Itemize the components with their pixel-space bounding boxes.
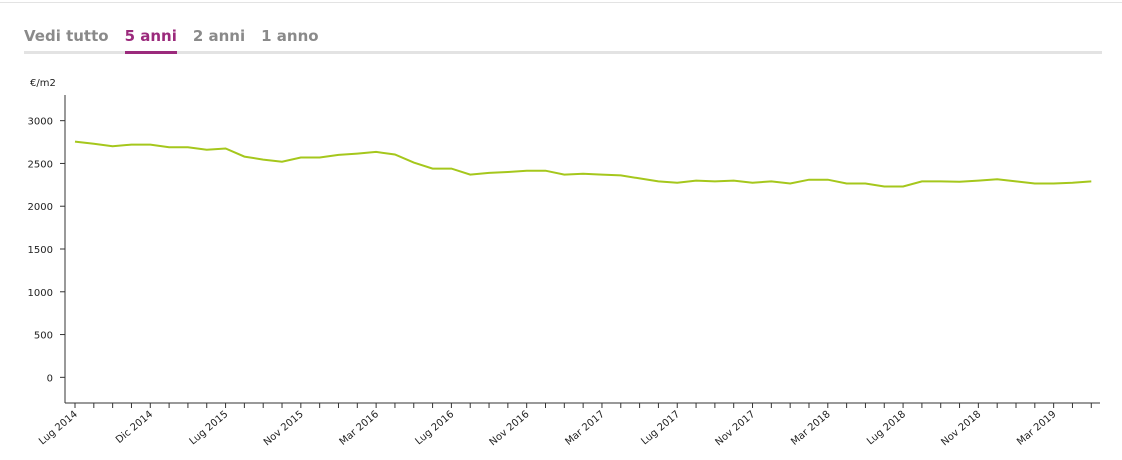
x-tick-label: Dic 2014 bbox=[114, 409, 155, 446]
y-tick-label: 0 bbox=[47, 373, 53, 384]
x-tick-label: Nov 2017 bbox=[713, 409, 757, 448]
y-axis-label: €/m2 bbox=[30, 78, 56, 89]
x-tick-label: Mar 2018 bbox=[789, 409, 832, 448]
tab[interactable]: Vedi tutto bbox=[24, 27, 109, 45]
tab[interactable]: 2 anni bbox=[192, 27, 246, 45]
data-line bbox=[74, 140, 1092, 188]
x-tick-label: Mar 2017 bbox=[563, 409, 606, 448]
x-tick-label: Lug 2016 bbox=[413, 409, 456, 447]
y-tick-label: 3000 bbox=[28, 117, 53, 128]
y-tick-label: 1000 bbox=[28, 288, 53, 299]
x-tick-label: Lug 2014 bbox=[37, 409, 80, 447]
x-tick-label: Lug 2015 bbox=[188, 409, 231, 447]
x-tick-label: Mar 2016 bbox=[338, 409, 381, 448]
x-tick-label: Mar 2019 bbox=[1015, 409, 1058, 448]
x-tick-label: Lug 2018 bbox=[865, 409, 908, 447]
x-tick-label: Nov 2018 bbox=[939, 409, 983, 448]
tab[interactable]: 5 anni bbox=[124, 26, 177, 54]
x-tick-label: Lug 2017 bbox=[639, 409, 682, 447]
x-tick-label: Nov 2016 bbox=[488, 409, 532, 448]
y-tick-label: 500 bbox=[34, 331, 53, 342]
y-tick-label: 2500 bbox=[28, 159, 53, 170]
tab-bar: Vedi tutto 5 anni 2 anni 1 anno bbox=[24, 26, 1102, 54]
tab[interactable]: 1 anno bbox=[261, 27, 319, 45]
x-tick-label: Nov 2015 bbox=[262, 409, 306, 448]
divider bbox=[0, 2, 1122, 3]
y-tick-label: 1500 bbox=[28, 245, 53, 256]
y-tick-label: 2000 bbox=[28, 202, 53, 213]
